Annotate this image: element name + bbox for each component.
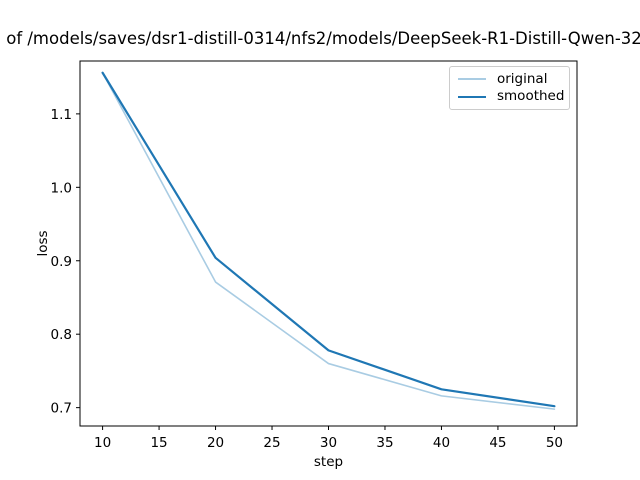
y-tick-label: 0.7 (51, 401, 72, 417)
smoothed-line (101, 71, 556, 408)
y-axis-label: loss (35, 230, 51, 256)
x-tick-label: 40 (433, 435, 450, 451)
x-tick-label: 45 (489, 435, 506, 451)
legend: original smoothed (449, 66, 570, 110)
original-line-swatch (458, 78, 486, 81)
legend-item-smoothed: smoothed (458, 88, 565, 105)
legend-label-smoothed: smoothed (497, 88, 565, 105)
x-tick-label: 50 (546, 435, 563, 451)
smoothed-line-swatch (458, 95, 486, 98)
y-tick-label: 1.1 (51, 107, 72, 123)
y-tick-label: 1.0 (51, 180, 72, 196)
y-tick-label: 0.9 (51, 254, 72, 270)
legend-label-original: original (497, 70, 548, 87)
x-tick-label: 35 (376, 435, 393, 451)
chart-title: of /models/saves/dsr1-distill-0314/nfs2/… (6, 29, 640, 48)
x-tick-label: 20 (207, 435, 224, 451)
x-tick-label: 30 (320, 435, 337, 451)
x-tick-label: 10 (94, 435, 111, 451)
x-axis-label: step (314, 454, 343, 470)
axes-frame (79, 60, 578, 427)
y-tick-label: 0.8 (51, 327, 72, 343)
original-line (101, 71, 556, 410)
legend-item-original: original (458, 71, 563, 88)
x-tick-label: 25 (263, 435, 280, 451)
x-tick-label: 15 (150, 435, 167, 451)
